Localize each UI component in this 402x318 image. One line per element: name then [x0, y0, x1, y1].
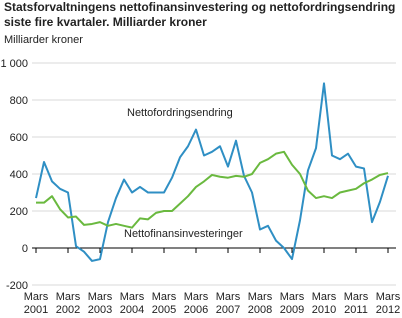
y-tick-label: 400: [10, 169, 28, 181]
x-tick-label: Mars 2002: [56, 291, 81, 316]
y-tick-label: -200: [6, 280, 28, 292]
x-tick-label: Mars 2010: [312, 291, 337, 316]
y-tick-label: 200: [10, 206, 28, 218]
x-tick-label: Mars 2008: [248, 291, 273, 316]
x-tick-label: Mars 2007: [216, 291, 241, 316]
x-tick-label: Mars 2004: [120, 291, 145, 316]
x-tick-label: Mars 2012: [376, 291, 401, 316]
chart-title: siste fire kvartaler. Milliarder kroner: [4, 15, 207, 29]
series-label: Nettofordringsendring: [127, 107, 233, 119]
x-tick-label: Mars 2001: [24, 291, 49, 316]
series-line: [35, 82, 389, 262]
series-line: [36, 150, 389, 229]
y-tick-label: 0: [22, 243, 28, 255]
x-tick-label: Mars 2006: [184, 291, 209, 316]
y-tick-label: 800: [10, 95, 28, 107]
x-tick-label: Mars 2011: [344, 291, 369, 316]
y-tick-label: 1 000: [0, 58, 28, 70]
x-tick-label: Mars 2003: [88, 291, 113, 316]
y-axis-label: Milliarder kroner: [4, 34, 83, 46]
x-tick-label: Mars 2005: [152, 291, 177, 316]
x-tick-label: Mars 2009: [280, 291, 305, 316]
chart-title: Statsforvaltningens nettofinansinvesteri…: [4, 0, 395, 14]
series-label: Nettofinansinvesteringer: [124, 228, 243, 240]
y-tick-label: 600: [10, 132, 28, 144]
